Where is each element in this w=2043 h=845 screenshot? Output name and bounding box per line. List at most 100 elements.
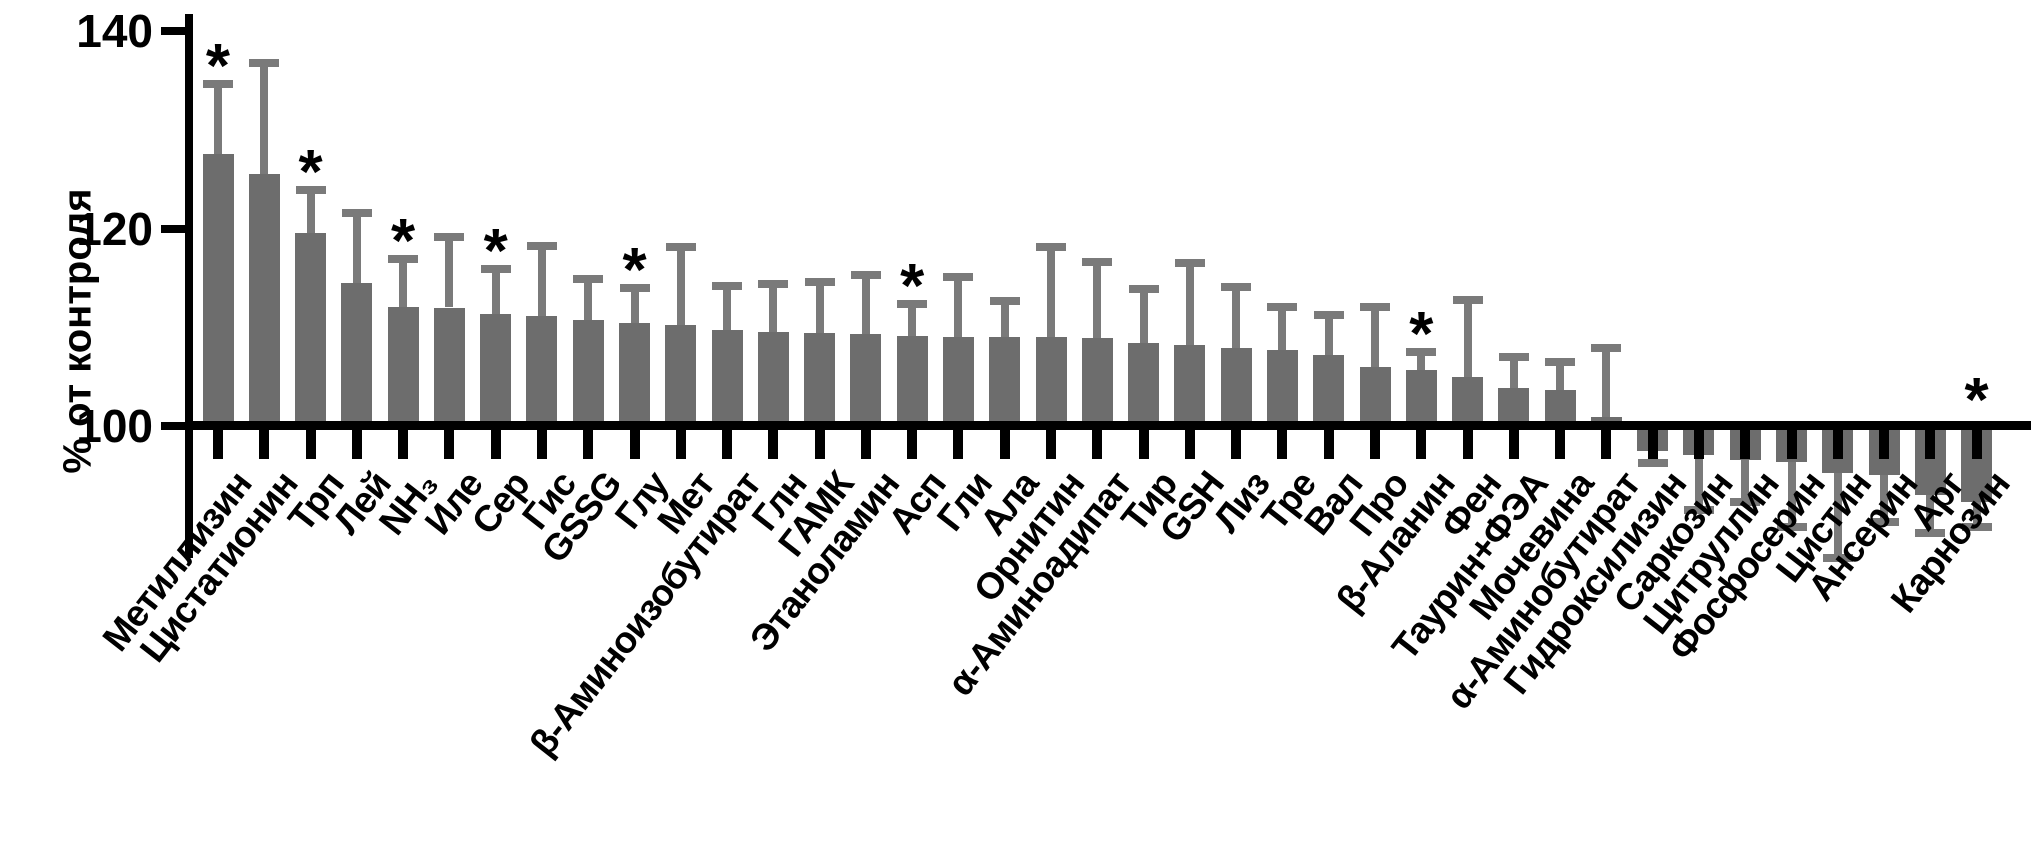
x-axis-tick <box>1740 426 1751 459</box>
error-bar-stem <box>1741 459 1750 503</box>
error-bar-cap <box>1406 347 1437 356</box>
y-axis-tick <box>161 422 186 430</box>
y-axis-tick <box>161 224 186 233</box>
error-bar-cap <box>1591 343 1622 352</box>
x-axis-tick <box>1323 426 1334 459</box>
x-axis-tick <box>675 426 686 459</box>
error-bar-cap <box>712 281 743 290</box>
bar <box>942 337 974 430</box>
error-bar-stem <box>1972 502 1981 527</box>
x-axis-tick <box>1416 426 1427 459</box>
x-axis-tick <box>1046 426 1057 459</box>
y-axis-line <box>185 14 193 558</box>
error-bar-cap <box>804 277 835 286</box>
bar <box>1313 354 1345 430</box>
significance-star: * <box>205 32 231 102</box>
error-bar-cap <box>295 185 326 194</box>
error-bar-cap <box>758 279 789 288</box>
significance-star: * <box>391 207 416 277</box>
bar <box>248 174 280 430</box>
error-bar-cap <box>341 208 372 217</box>
x-axis-tick <box>398 426 409 459</box>
bar <box>1405 369 1437 430</box>
bar <box>1128 343 1160 430</box>
error-bar-stem <box>908 303 917 337</box>
bar <box>1266 349 1298 430</box>
x-axis-tick <box>213 426 223 459</box>
bar <box>1081 338 1113 430</box>
x-axis-tick <box>1370 426 1380 459</box>
bar <box>480 314 512 430</box>
error-bar-stem <box>1880 475 1889 522</box>
x-axis-tick <box>1092 426 1103 459</box>
x-axis-tick <box>860 426 871 459</box>
y-axis-tick <box>161 27 186 35</box>
error-bar-stem <box>1232 286 1241 348</box>
bar <box>295 233 327 430</box>
error-bar-stem <box>214 84 222 155</box>
bar <box>526 316 558 430</box>
x-axis-tick <box>907 426 918 459</box>
significance-star: * <box>483 216 508 286</box>
bar <box>202 154 234 430</box>
x-axis-tick <box>305 426 316 459</box>
error-bar-cap <box>434 233 465 242</box>
bar <box>804 333 836 430</box>
error-bar-cap <box>1174 259 1205 268</box>
x-axis-tick <box>1693 426 1704 459</box>
error-bar-stem <box>1185 263 1194 346</box>
x-axis-tick <box>259 426 270 459</box>
x-axis-tick <box>1601 426 1612 459</box>
error-bar-stem <box>445 237 454 308</box>
x-axis-line <box>185 421 2031 430</box>
error-bar-cap <box>1036 243 1067 252</box>
y-tick-label: 140 <box>76 5 153 57</box>
x-axis-tick <box>351 426 362 459</box>
error-bar-cap <box>1082 258 1113 267</box>
x-axis-tick <box>583 426 594 459</box>
error-bar-stem <box>1093 262 1102 339</box>
error-bar-cap <box>1221 282 1252 291</box>
error-bar-cap <box>943 272 974 281</box>
x-axis-tick <box>1508 426 1519 459</box>
x-axis-tick <box>1879 426 1890 459</box>
error-bar-cap <box>573 274 604 283</box>
error-bar-cap <box>249 58 280 67</box>
error-bar-cap <box>1545 357 1576 366</box>
error-bar-cap <box>850 270 881 279</box>
error-bar-stem <box>1509 356 1518 389</box>
x-axis-tick <box>629 426 640 459</box>
error-bar-stem <box>1139 288 1148 344</box>
error-bar-cap <box>1961 522 1992 531</box>
error-bar-stem <box>537 246 546 317</box>
x-axis-tick <box>1277 426 1288 459</box>
bar <box>1035 337 1067 430</box>
error-bar-stem <box>1000 300 1009 338</box>
x-axis-tick <box>1647 426 1658 459</box>
error-bar-cap <box>665 243 696 252</box>
error-bar-stem <box>954 276 963 338</box>
error-bar-cap <box>1869 517 1900 526</box>
error-bar-stem <box>399 259 408 307</box>
x-axis-tick <box>1555 426 1566 459</box>
bar <box>341 282 373 430</box>
error-bar-stem <box>1278 306 1287 350</box>
bar <box>896 336 928 430</box>
error-bar-stem <box>306 189 315 234</box>
error-bar-cap <box>203 80 233 89</box>
error-bar-stem <box>1694 454 1703 510</box>
error-bar-stem <box>1417 351 1426 370</box>
error-bar-stem <box>1787 461 1796 527</box>
bar <box>850 334 882 430</box>
bar <box>387 306 419 430</box>
bar <box>711 330 743 430</box>
bar <box>1220 347 1252 430</box>
bar <box>665 325 697 430</box>
x-axis-tick <box>1925 426 1936 459</box>
x-axis-tick <box>444 426 455 459</box>
error-bar-stem <box>491 268 500 315</box>
error-bar-cap <box>480 264 511 273</box>
x-axis-tick <box>999 426 1010 459</box>
x-axis-tick <box>768 426 779 459</box>
